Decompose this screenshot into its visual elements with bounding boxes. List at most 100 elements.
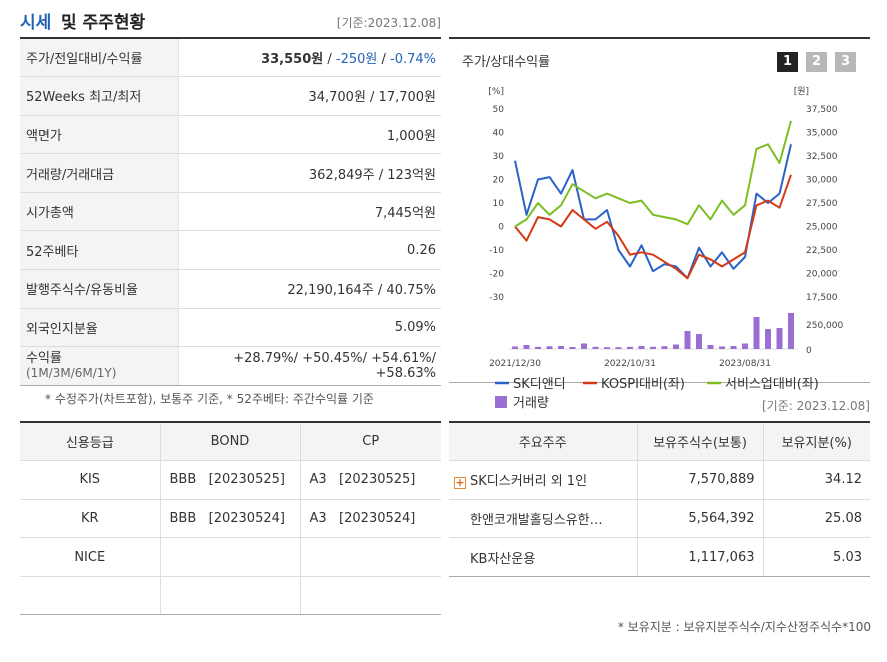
table-row: 거래량/거래대금 362,849주 / 123억원: [20, 153, 441, 193]
chart-tab-3[interactable]: 3: [835, 52, 856, 72]
left-tick-label: 10: [493, 199, 505, 209]
row-label: 발행주식수/유동비율: [20, 269, 179, 309]
row-label: 52주베타: [20, 230, 179, 271]
left-tick-label: 30: [493, 152, 505, 162]
right-tick-label: 27,500: [806, 199, 838, 209]
volume-tick-label: 0: [806, 346, 812, 356]
right-axis-unit: [원]: [794, 86, 809, 97]
holder-name-cell: 한앤코개발홀딩스유한…: [449, 499, 637, 539]
right-tick-label: 25,000: [806, 223, 838, 233]
legend-label: KOSPI대비(좌): [601, 377, 685, 392]
table-row: 발행주식수/유동비율 22,190,164주 / 40.75%: [20, 269, 441, 309]
chart-tab-1[interactable]: 1: [777, 52, 798, 72]
table-row: [20, 576, 441, 616]
returns-sublabel: (1M/3M/6M/1Y): [26, 366, 117, 381]
row-value: 362,849주 / 123억원: [178, 153, 441, 193]
column-header: 보유주식수(보통): [636, 422, 763, 462]
column-header: 주요주주: [449, 422, 637, 462]
volume-bar: [753, 317, 760, 349]
holder-pct: 25.08: [762, 499, 870, 539]
row-value: 34,700원 / 17,700원: [178, 76, 441, 116]
row-value: 7,445억원: [178, 192, 441, 232]
holder-name-cell: + SK디스커버리 외 1인: [449, 460, 637, 500]
table-row: 시가총액 7,445억원: [20, 192, 441, 232]
row-label: 52Weeks 최고/최저: [20, 76, 179, 116]
price-footnote: * 수정주가(차트포함), 보통주 기준, * 52주베타: 주간수익률 기준: [45, 392, 374, 406]
row-label: 액면가: [20, 115, 179, 155]
legend-label: SK디앤디: [513, 377, 566, 392]
x-tick-label: 2023/08/31: [719, 359, 771, 369]
column-header: BOND: [159, 422, 300, 462]
holder-pct: 34.12: [762, 460, 870, 500]
holder-name-cell: KB자산운용: [449, 537, 637, 577]
volume-bar: [719, 346, 725, 349]
right-tick-label: 20,000: [806, 270, 838, 280]
table-row: 52Weeks 최고/최저 34,700원 / 17,700원: [20, 76, 441, 116]
holder-shares: 7,570,889: [636, 460, 763, 500]
left-axis-unit: [%]: [488, 87, 504, 97]
table-header-row: 신용등급 BOND CP: [20, 422, 441, 462]
volume-bar: [512, 346, 518, 349]
table-row: NICE: [20, 537, 441, 577]
volume-bar: [650, 346, 656, 349]
right-tick-label: 30,000: [806, 176, 838, 186]
volume-bar: [742, 343, 748, 349]
volume-bar: [684, 331, 691, 349]
holder-shares: 5,564,392: [636, 499, 763, 539]
expand-plus-icon[interactable]: +: [454, 476, 466, 490]
separator: /: [377, 52, 390, 68]
left-tick-label: -30: [489, 293, 504, 303]
column-header: CP: [299, 422, 441, 462]
holder-name: KB자산운용: [470, 551, 536, 567]
section-title-blue: 시세: [20, 13, 52, 33]
base-date: [기준:2023.12.08]: [336, 16, 441, 30]
volume-tick-label: 250,000: [806, 321, 843, 331]
section-header: 시세 및 주주현황 [기준:2023.12.08]: [20, 6, 441, 36]
row-label: 주가/전일대비/수익률: [20, 38, 179, 78]
series-line: [514, 144, 792, 280]
agency-cell: [20, 576, 160, 616]
row-label: 거래량/거래대금: [20, 153, 179, 193]
price-change-pct: -0.74%: [390, 52, 436, 68]
volume-bar: [546, 346, 553, 349]
volume-bar: [604, 347, 610, 349]
volume-bar: [615, 347, 622, 349]
right-tick-label: 35,000: [806, 129, 838, 139]
holder-name: 한앤코개발홀딩스유한…: [470, 512, 603, 528]
volume-bar: [707, 345, 714, 349]
chart-tab-2[interactable]: 2: [806, 52, 827, 72]
holder-base-date: [기준: 2023.12.08]: [761, 399, 870, 413]
column-header: 보유지분(%): [762, 422, 870, 462]
column-header: 신용등급: [20, 422, 160, 462]
chart-title: 주가/상대수익률: [462, 55, 551, 70]
price-value-cell: 33,550원 / -250원 / -0.74%: [178, 38, 441, 78]
table-row: + SK디스커버리 외 1인 7,570,889 34.12: [449, 460, 870, 500]
left-tick-label: 50: [493, 105, 505, 115]
bond-rating: BBB [20230525]: [159, 460, 300, 500]
table-row: KIS BBB [20230525] A3 [20230525]: [20, 460, 441, 500]
table-row: 한앤코개발홀딩스유한… 5,564,392 25.08: [449, 499, 870, 539]
price-table: 주가/전일대비/수익률 33,550원 / -250원 / -0.74% 52W…: [20, 37, 441, 386]
x-tick-label: 2021/12/30: [489, 359, 541, 369]
right-tick-label: 37,500: [806, 105, 838, 115]
cp-rating: [299, 576, 441, 616]
agency-cell: KR: [20, 499, 160, 539]
table-row: 외국인지분율 5.09%: [20, 308, 441, 348]
row-value: 0.26: [178, 230, 441, 271]
series-line: [514, 174, 792, 280]
separator: /: [323, 52, 336, 68]
right-tick-label: 17,500: [806, 293, 838, 303]
cp-rating: A3 [20230524]: [299, 499, 441, 539]
section-title: 및 주주현황: [61, 13, 146, 33]
row-label: 수익률 (1M/3M/6M/1Y): [20, 346, 179, 386]
volume-bar: [788, 313, 794, 349]
cp-rating: [299, 537, 441, 577]
table-header-row: 주요주주 보유주식수(보통) 보유지분(%): [449, 422, 870, 462]
bond-rating: [159, 537, 300, 577]
agency-cell: NICE: [20, 537, 160, 577]
volume-bar: [673, 344, 679, 349]
holder-pct: 5.03: [762, 537, 870, 577]
cp-rating: A3 [20230525]: [299, 460, 441, 500]
bond-rating: [159, 576, 300, 616]
